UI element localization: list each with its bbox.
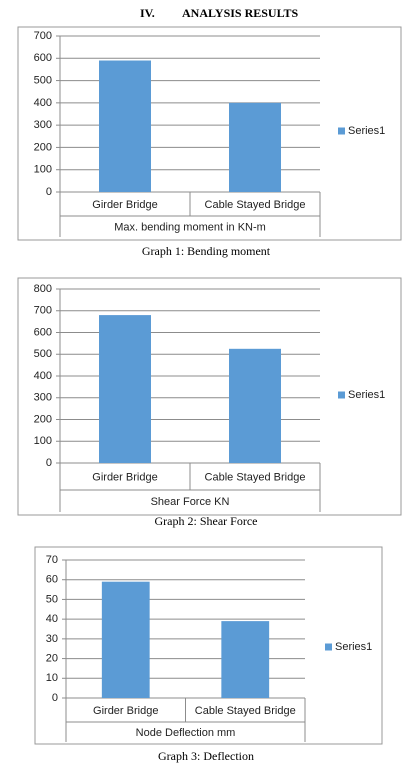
x-tick-label: Girder Bridge xyxy=(93,705,158,717)
caption: Graph 3: Deflection xyxy=(158,749,254,763)
y-tick-label: 200 xyxy=(34,141,52,153)
legend-swatch xyxy=(325,643,332,651)
x-axis-label: Max. bending moment in KN-m xyxy=(114,221,266,233)
y-tick-label: 40 xyxy=(46,613,58,625)
y-tick-label: 10 xyxy=(46,672,58,684)
y-tick-label: 400 xyxy=(34,370,52,382)
x-axis-label: Node Deflection mm xyxy=(136,727,236,739)
y-tick-label: 300 xyxy=(34,119,52,131)
caption: Graph 1: Bending moment xyxy=(142,244,271,258)
bar xyxy=(221,621,270,698)
y-tick-label: 0 xyxy=(52,692,58,704)
chart-frame xyxy=(17,277,402,516)
section-title: ANALYSIS RESULTS xyxy=(182,6,299,20)
legend-swatch xyxy=(338,391,345,399)
y-tick-label: 30 xyxy=(46,633,58,645)
x-tick-label: Cable Stayed Bridge xyxy=(205,471,306,483)
y-tick-label: 0 xyxy=(46,186,52,198)
legend-swatch xyxy=(338,127,345,135)
y-tick-label: 70 xyxy=(46,554,58,566)
y-tick-label: 0 xyxy=(46,457,52,469)
x-tick-label: Cable Stayed Bridge xyxy=(205,199,306,211)
legend-label: Series1 xyxy=(348,125,385,137)
legend-label: Series1 xyxy=(348,389,385,401)
y-tick-label: 200 xyxy=(34,413,52,425)
y-tick-label: 600 xyxy=(34,52,52,64)
section-number: IV. xyxy=(140,6,155,20)
y-tick-label: 100 xyxy=(34,435,52,447)
x-tick-label: Girder Bridge xyxy=(92,199,157,211)
y-tick-label: 400 xyxy=(34,97,52,109)
chart-frame xyxy=(17,26,402,241)
y-tick-label: 600 xyxy=(34,326,52,338)
y-tick-label: 100 xyxy=(34,164,52,176)
x-axis-label: Shear Force KN xyxy=(151,496,230,508)
bar xyxy=(99,60,151,193)
x-tick-label: Girder Bridge xyxy=(92,471,157,483)
bar xyxy=(229,348,281,463)
x-tick-label: Cable Stayed Bridge xyxy=(195,705,296,717)
y-tick-label: 500 xyxy=(34,348,52,360)
bar xyxy=(101,581,150,698)
caption: Graph 2: Shear Force xyxy=(155,514,258,528)
y-tick-label: 500 xyxy=(34,74,52,86)
y-tick-label: 700 xyxy=(34,305,52,317)
y-tick-label: 20 xyxy=(46,652,58,664)
y-tick-label: 700 xyxy=(34,30,52,42)
y-tick-label: 300 xyxy=(34,392,52,404)
y-tick-label: 800 xyxy=(34,283,52,295)
y-tick-label: 60 xyxy=(46,574,58,586)
y-tick-label: 50 xyxy=(46,593,58,605)
bar xyxy=(99,315,151,463)
legend-label: Series1 xyxy=(335,641,372,653)
bar xyxy=(229,102,281,192)
